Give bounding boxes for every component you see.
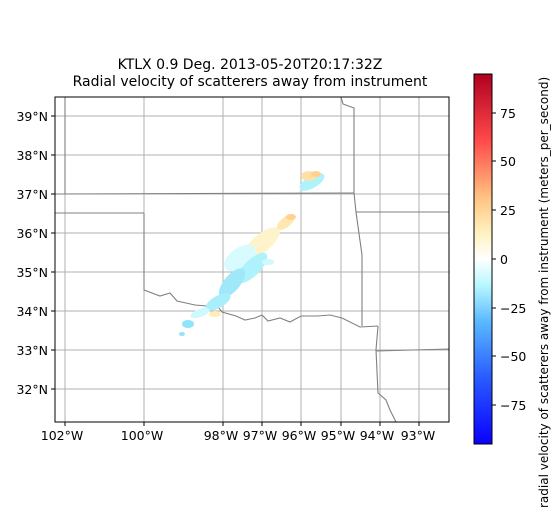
lon-tick-label: 94°W [360, 428, 395, 443]
lat-tick-label: 33°N [16, 343, 48, 358]
map-title-line2: Radial velocity of scatterers away from … [72, 74, 428, 90]
lat-tick-labels: 39°N 38°N 37°N 36°N 35°N 34°N 33°N 32°N [16, 109, 55, 397]
lon-tick-label: 96°W [282, 428, 317, 443]
colorbar-tick-label: 75 [500, 106, 516, 121]
colorbar-tick-label: −75 [500, 398, 526, 413]
map-title-line1: KTLX 0.9 Deg. 2013-05-20T20:17:32Z [117, 57, 383, 73]
lat-tick-label: 35°N [16, 265, 48, 280]
colorbar-tick-label: 25 [500, 203, 516, 218]
radar-echoes [179, 171, 325, 336]
colorbar-tick-label: −50 [500, 349, 526, 364]
state-borders [55, 97, 449, 422]
lon-tick-label: 97°W [243, 428, 278, 443]
lat-tick-label: 38°N [16, 148, 48, 163]
lat-tick-label: 32°N [16, 382, 48, 397]
lon-tick-label: 93°W [401, 428, 436, 443]
colorbar [473, 73, 493, 445]
colorbar-ticks: 75 50 25 0 −25 −50 −75 [492, 106, 526, 413]
colorbar-label: radial velocity of scatterers away from … [537, 76, 551, 508]
lon-tick-label: 95°W [321, 428, 356, 443]
map-frame [54, 96, 450, 423]
colorbar-tick-label: −25 [500, 301, 526, 316]
lat-tick-label: 37°N [16, 187, 48, 202]
lat-tick-label: 36°N [16, 226, 48, 241]
lon-tick-label: 102°W [41, 428, 83, 443]
lon-tick-label: 100°W [121, 428, 163, 443]
colorbar-tick-label: 50 [500, 154, 516, 169]
lon-tick-label: 98°W [204, 428, 239, 443]
lat-tick-label: 39°N [16, 109, 48, 124]
lon-tick-labels: 102°W 100°W 98°W 97°W 96°W 95°W 94°W 93°… [41, 422, 435, 443]
colorbar-tick-label: 0 [500, 252, 508, 267]
lat-tick-label: 34°N [16, 304, 48, 319]
